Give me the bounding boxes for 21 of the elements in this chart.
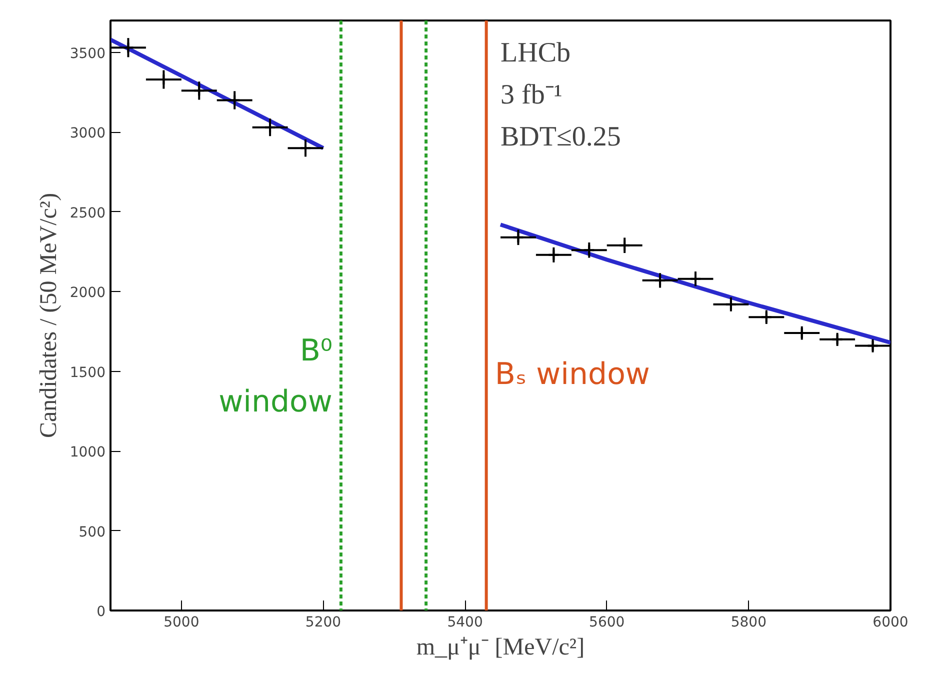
x-tick-label: 5800 <box>730 614 767 630</box>
y-tick-label: 3000 <box>70 126 106 142</box>
x-tick-label: 5000 <box>164 614 200 630</box>
y-tick-label: 2500 <box>70 205 106 222</box>
ref-line-label: B⁰ window <box>218 333 332 420</box>
y-tick-label: 0 <box>96 604 106 620</box>
x-tick-label: 5600 <box>589 614 625 630</box>
ref-line-label: Bₛ window <box>494 357 650 392</box>
annotation: 3 fb⁻¹ <box>500 80 562 110</box>
x-tick-label: 6000 <box>872 614 908 630</box>
y-tick-label: 1500 <box>70 364 106 381</box>
x-tick-label: 5200 <box>305 614 342 630</box>
x-tick-label: 5400 <box>447 614 483 630</box>
annotation: LHCb <box>500 38 570 68</box>
y-tick-label: 1000 <box>70 444 106 461</box>
y-axis-title: Candidates / (50 MeV/c²) <box>36 192 62 438</box>
y-tick-label: 2000 <box>70 285 106 302</box>
annotation: BDT≤0.25 <box>500 122 621 152</box>
y-tick-label: 3500 <box>70 46 106 62</box>
x-axis-title: m_μ⁺μ⁻ [MeV/c²] <box>416 634 585 660</box>
y-tick-label: 500 <box>78 524 106 540</box>
